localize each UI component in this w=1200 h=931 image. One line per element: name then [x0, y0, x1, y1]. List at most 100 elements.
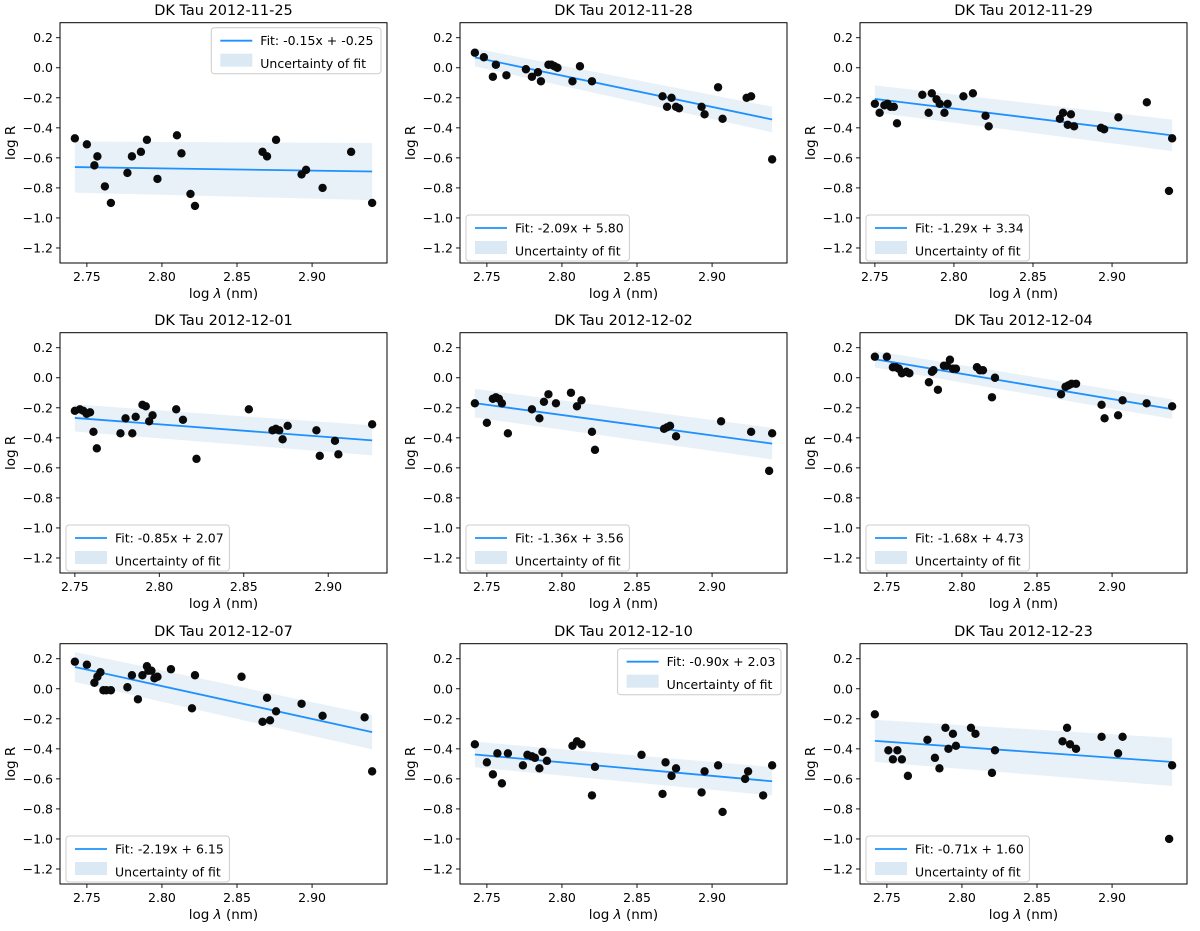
- data-point: [312, 426, 321, 435]
- data-point: [278, 435, 287, 444]
- data-point: [888, 754, 898, 764]
- y-tick-label: 0.2: [833, 30, 853, 45]
- x-axis-label: log λ (nm): [589, 286, 658, 302]
- y-tick-label: −1.2: [23, 861, 53, 876]
- data-point: [1167, 402, 1177, 411]
- x-tick-label: 2.75: [873, 579, 901, 594]
- data-point: [172, 405, 181, 414]
- data-point: [941, 723, 950, 732]
- x-axis-label: log λ (nm): [589, 596, 658, 612]
- data-point: [665, 421, 675, 431]
- x-tick-label: 2.75: [473, 579, 501, 594]
- y-tick-label: −0.6: [823, 150, 853, 165]
- x-tick-label: 2.75: [73, 269, 101, 284]
- x-tick-label: 2.85: [1023, 890, 1051, 905]
- x-tick-label: 2.90: [298, 890, 326, 905]
- data-point: [1100, 414, 1109, 423]
- legend-uncertainty-label: Uncertainty of fit: [915, 554, 1021, 569]
- data-point: [572, 402, 582, 411]
- x-tick-label: 2.85: [623, 890, 651, 905]
- data-point: [927, 89, 936, 98]
- uncertainty-band: [874, 719, 1173, 786]
- data-point: [1097, 732, 1106, 741]
- y-tick-label: −0.8: [423, 801, 453, 816]
- data-point: [740, 774, 750, 783]
- y-tick-label: −1.2: [823, 551, 853, 566]
- data-point: [575, 62, 585, 71]
- x-tick-label: 2.85: [623, 579, 651, 594]
- y-tick-label: −1.0: [423, 210, 453, 225]
- data-point: [142, 135, 152, 145]
- legend-uncertainty-label: Uncertainty of fit: [915, 864, 1021, 879]
- data-point: [553, 63, 562, 72]
- data-point: [1118, 732, 1127, 741]
- x-tick-label: 2.80: [940, 269, 968, 284]
- y-tick-label: 0.2: [833, 651, 853, 666]
- data-point: [577, 396, 586, 405]
- data-point: [493, 748, 502, 758]
- legend-uncertainty-patch: [875, 240, 907, 254]
- y-tick-label: −0.2: [23, 90, 53, 105]
- data-point: [713, 83, 723, 92]
- x-tick-label: 2.90: [698, 579, 726, 594]
- data-point: [1058, 108, 1068, 118]
- data-point: [82, 660, 92, 669]
- data-point: [746, 92, 756, 101]
- legend-uncertainty-patch: [475, 240, 507, 254]
- data-point: [502, 71, 511, 80]
- subplot-cell-2012-11-28: 2.75 2.80 2.85 2.90 0.2 0.0 −0.2 −0.4 −0.6 −0.8 −1…: [400, 0, 800, 310]
- data-point: [1058, 736, 1067, 746]
- subplot-2012-11-29: 2.75 2.80 2.85 2.90 0.2 0.0 −0.2 −0.4 −0.6 −0.8 −1…: [803, 3, 1188, 302]
- data-point: [533, 68, 543, 77]
- data-point: [1071, 379, 1081, 389]
- x-tick-label: 2.80: [148, 890, 176, 905]
- y-axis-label: log R: [803, 436, 819, 470]
- data-point: [671, 432, 681, 441]
- data-point: [367, 766, 377, 776]
- data-point: [1167, 134, 1177, 143]
- data-point: [123, 682, 132, 692]
- legend-uncertainty-patch: [75, 551, 107, 565]
- data-point: [470, 48, 480, 57]
- legend-uncertainty-patch: [220, 53, 253, 67]
- subplot-cell-2012-12-02: 2.75 2.80 2.85 2.90 0.2 0.0 −0.2 −0.4 −0.6 −0.8 −1…: [400, 310, 800, 620]
- y-tick-label: −1.0: [23, 831, 53, 846]
- y-tick-label: −0.4: [23, 120, 53, 135]
- y-tick-label: −1.2: [23, 240, 53, 255]
- data-point: [106, 685, 116, 695]
- legend-fit-label: Fit: -1.36x + 3.56: [515, 531, 624, 546]
- y-tick-label: −0.6: [23, 150, 53, 165]
- data-point: [758, 790, 768, 800]
- data-point: [90, 161, 99, 170]
- data-point: [870, 99, 880, 109]
- data-point: [951, 741, 961, 750]
- subplot-cell-2012-12-23: 2.75 2.80 2.85 2.90 0.2 0.0 −0.2 −0.4 −0.6 −0.8 −1…: [800, 621, 1200, 931]
- subplot-title: DK Tau 2012-12-01: [154, 313, 293, 329]
- x-tick-label: 2.90: [698, 269, 726, 284]
- data-point: [470, 399, 480, 408]
- data-point: [106, 198, 116, 208]
- y-tick-label: −0.6: [423, 150, 453, 165]
- legend-uncertainty-patch: [626, 674, 659, 688]
- y-tick-label: −0.2: [23, 711, 53, 726]
- y-tick-label: −0.6: [23, 461, 53, 476]
- data-point: [367, 420, 377, 429]
- data-point: [488, 769, 498, 779]
- data-point: [138, 670, 147, 680]
- data-point: [128, 429, 137, 438]
- subplot-2012-12-04: 2.75 2.80 2.85 2.90 0.2 0.0 −0.2 −0.4 −0.6 −0.8 −1…: [803, 313, 1188, 612]
- y-tick-label: 0.2: [33, 651, 53, 666]
- data-point: [577, 739, 586, 749]
- uncertainty-band: [474, 48, 773, 133]
- x-tick-label: 2.80: [948, 890, 976, 905]
- data-point: [1118, 396, 1127, 405]
- y-tick-label: −0.2: [823, 711, 853, 726]
- data-point: [882, 352, 892, 362]
- data-point: [497, 778, 507, 788]
- x-tick-label: 2.90: [1098, 269, 1126, 284]
- data-point: [1065, 739, 1075, 749]
- data-point: [767, 155, 777, 164]
- data-point: [518, 760, 528, 770]
- y-tick-label: −1.0: [423, 831, 453, 846]
- y-tick-label: 0.2: [33, 341, 53, 356]
